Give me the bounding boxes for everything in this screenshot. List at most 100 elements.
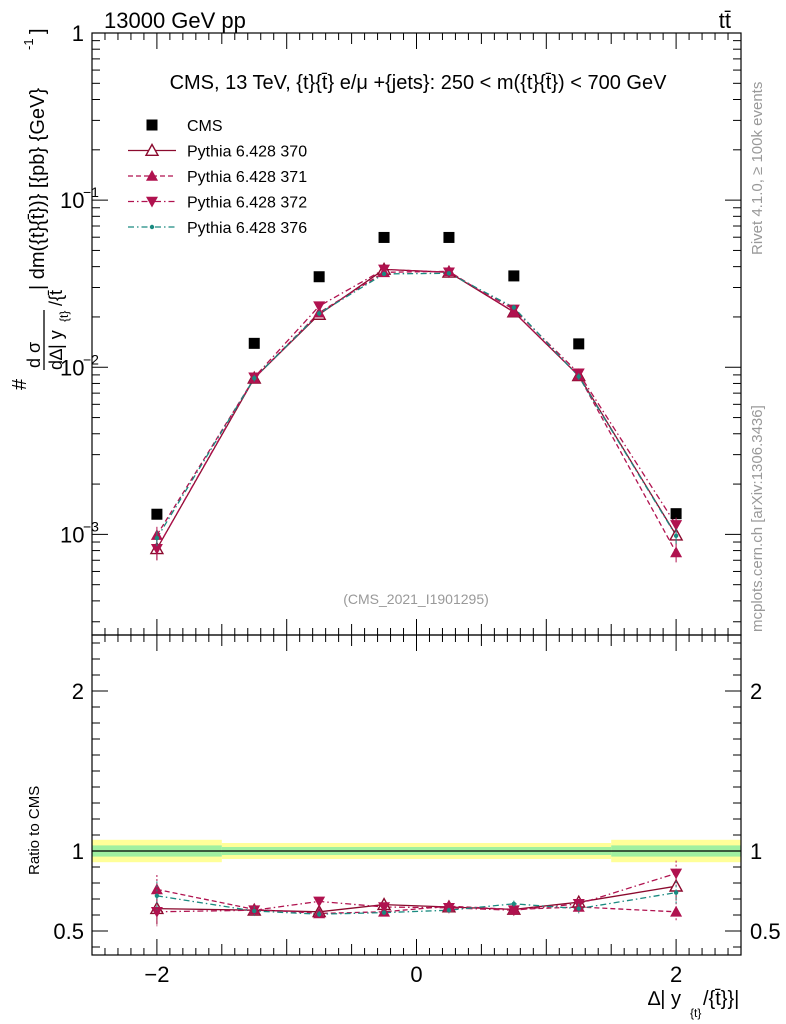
data-point-4 [511,305,517,310]
y-tick-label: 10 [60,355,84,380]
ratio-point-3 [154,893,160,898]
analysis-watermark: (CMS_2021_I1901295) [343,591,489,607]
main-axis-ticks [91,32,742,635]
process-label: tt̄ [719,8,731,33]
data-point-4 [252,376,257,381]
legend-marker [146,170,158,181]
legend-label: Pythia 6.428 371 [187,169,307,186]
data-point-4 [576,374,581,379]
ratio-point-3 [381,910,387,915]
ratio-y-tick-label-right: 2 [750,679,762,704]
ratio-point-3 [576,906,581,911]
ratio-point-2 [313,896,326,908]
x-label-rest: /{t̄}}| [703,988,739,1010]
data-point-0 [151,508,163,520]
y-tick-exponent: −3 [83,518,99,534]
y-label-sub-t: {t} [57,311,71,322]
ratio-series-line-2 [156,872,677,913]
ratio-y-tick-labels: 0.5 0.5 1 1 2 2 [53,679,780,944]
main-panel: 110−110−210−3 CMS, 13 TeV, {t}{t̄} e/μ +… [9,21,742,636]
ratio-panel: 0.5 0.5 1 1 2 2 −2 0 2 Ratio to CMS ∆| y {t} /{… [26,634,781,1020]
legend: CMS Pythia 6.428 370 Pythia 6.428 371 Pythi… [128,118,307,237]
ratio-y-tick-label-right: 1 [750,839,762,864]
mcplots-label: mcplots.cern.ch [arXiv:1306.3436] [749,405,766,632]
ratio-point-2 [670,868,683,880]
data-point-0 [313,271,325,283]
data-point-3 [670,520,683,531]
data-point-3 [313,301,326,313]
y-label-slash-tbar: /{t̄ [46,290,66,306]
y-tick-exponent: −2 [83,351,99,367]
ratio-point-2 [507,905,520,917]
data-point-0 [670,508,682,520]
rivet-label: Rivet 4.1.0, ≥ 100k events [749,82,766,255]
x-tick-label: 0 [410,962,422,987]
ratio-y-tick-label-left: 2 [72,679,84,704]
x-label-sub-t: {t} [690,1006,701,1020]
ratio-y-tick-label-left: 1 [72,839,84,864]
data-point-0 [378,231,390,243]
ratio-point-3 [316,912,322,917]
y-label-numerator: d σ [24,342,44,368]
chart-title: CMS, 13 TeV, {t}{t̄} e/μ +{jets}: 250 < … [170,72,668,94]
data-point-4 [316,311,322,316]
data-point-3 [378,264,391,276]
ratio-point-2 [378,902,391,913]
legend-label: Pythia 6.428 372 [187,195,307,212]
data-point-3 [150,543,163,555]
ratio-point-1 [670,905,683,917]
y-label-exponent: -1 [21,38,36,50]
ratio-series-lines [156,872,677,915]
ratio-point-3 [673,890,679,895]
y-tick-label: 1 [72,21,84,46]
legend-marker [144,143,160,157]
ratio-series-line-3 [156,891,677,915]
ratio-y-tick-label-right: 0.5 [750,919,781,944]
ratio-point-3 [252,908,257,914]
legend-marker [149,224,155,230]
ratio-axis-ticks [91,635,742,955]
series-line-3 [156,268,677,550]
legend-label: CMS [187,118,223,135]
x-tick-label: −2 [144,962,169,987]
data-point-4 [154,535,160,541]
x-tick-labels: −2 0 2 [144,962,682,987]
series-line-4 [156,272,677,539]
y-label-denominator: d∆| y [46,330,66,370]
y-tick-exponent: −1 [83,184,99,200]
data-point-0 [573,338,585,350]
data-point-2 [670,546,683,558]
y-label-close-bracket: ] [27,28,49,34]
x-label-main: ∆| y [648,988,681,1010]
main-y-tick-labels: 110−110−210−3 [60,21,99,547]
ratio-point-2 [150,907,163,918]
main-data-marks [149,231,684,563]
y-tick-label: 10 [60,522,84,547]
ratio-y-tick-label-left: 0.5 [53,919,84,944]
y-label-hash: # [9,378,31,390]
data-point-0 [508,270,520,282]
ratio-point-3 [446,908,452,913]
data-point-4 [446,271,452,276]
ratio-plot-frame [91,634,742,956]
data-point-4 [381,271,387,277]
main-series-lines [156,268,677,553]
ratio-y-axis-label: Ratio to CMS [26,786,43,875]
x-tick-label: 2 [670,962,682,987]
x-axis-label: ∆| y {t} /{t̄}}| [648,988,739,1020]
ratio-point-1 [150,883,163,895]
ratio-data-marks [149,860,684,927]
y-tick-label: 10 [60,188,84,213]
legend-marker [146,119,158,131]
ratio-series-line-0 [156,885,677,913]
data-point-4 [673,533,679,539]
main-y-axis-label: # d σ d∆| y {t} /{t̄ | dm({t}{t̄})} [{pb… [9,28,71,390]
legend-label: Pythia 6.428 370 [187,144,307,161]
data-point-0 [443,231,455,243]
legend-marker [146,196,158,208]
legend-label: Pythia 6.428 376 [187,220,307,237]
y-label-rest: | dm({t}{t̄})} [{pb} {GeV} [27,88,49,290]
data-point-0 [248,337,260,349]
ratio-point-3 [511,901,517,906]
